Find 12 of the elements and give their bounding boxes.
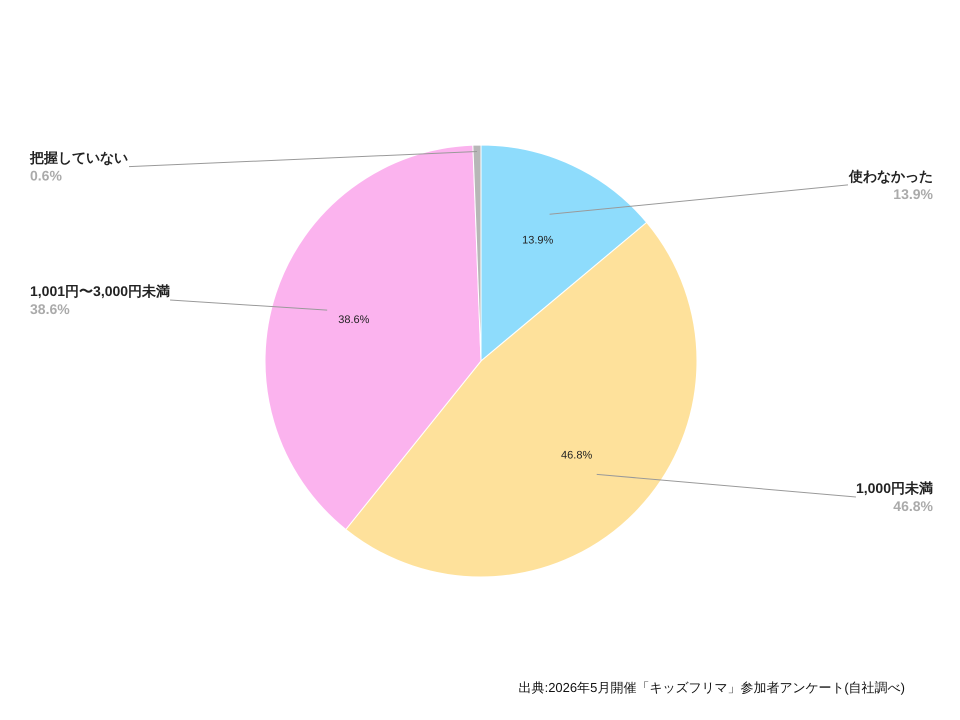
data-label: 13.9% xyxy=(522,234,554,247)
slice-label: 1,000円未満 xyxy=(856,480,933,496)
data-label: 0.6% xyxy=(30,168,62,184)
slice-label: 使わなかった xyxy=(848,168,933,184)
source-note: 出典:2026年5月開催「キッズフリマ」参加者アンケート(自社調べ) xyxy=(518,680,905,695)
text: 13.9% xyxy=(893,186,933,202)
data-label: 46.8% xyxy=(561,450,592,462)
slice-label: 1,001円〜3,000円未満 xyxy=(30,283,170,299)
data-label: 38.6% xyxy=(338,314,370,326)
slice-label: 把握していない xyxy=(29,150,128,166)
text: 38.6% xyxy=(30,301,70,317)
text: 46.8% xyxy=(893,498,933,514)
